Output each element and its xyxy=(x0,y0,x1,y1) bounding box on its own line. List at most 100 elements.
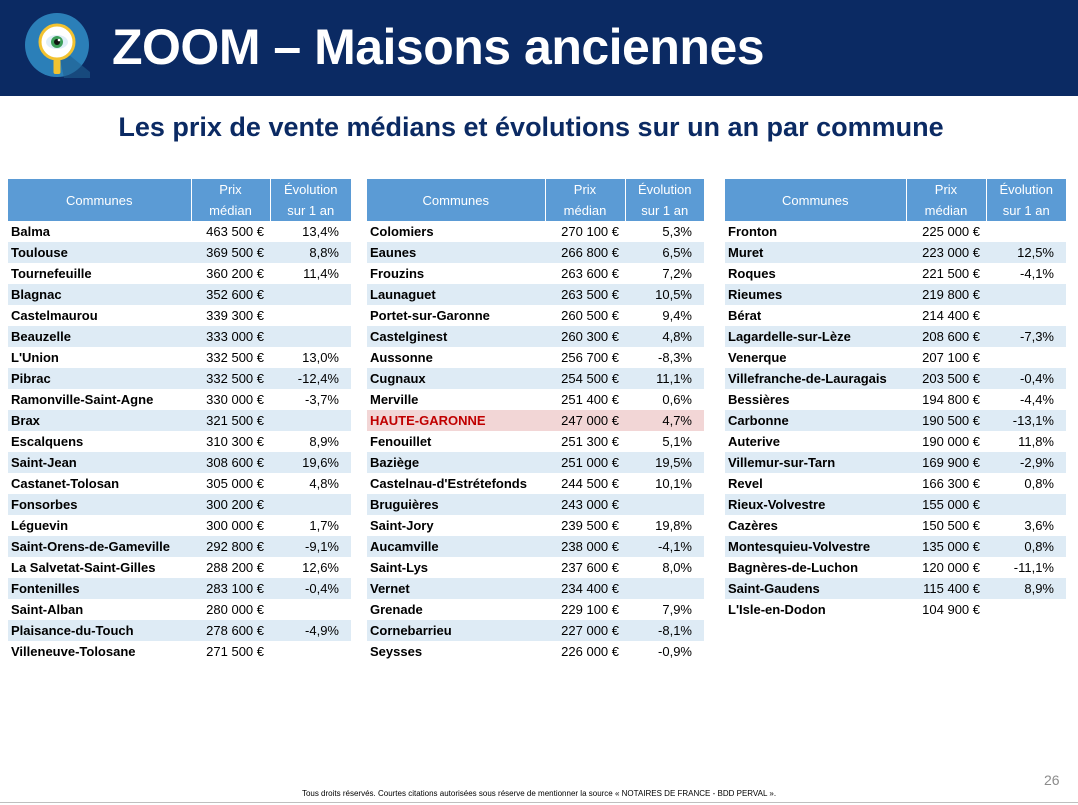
one-year-evolution xyxy=(986,347,1066,368)
one-year-evolution xyxy=(986,599,1066,620)
median-price: 214 400 € xyxy=(906,305,986,326)
commune-name: Balma xyxy=(8,221,191,242)
column-header-communes: Communes xyxy=(367,179,546,221)
median-price: 155 000 € xyxy=(906,494,986,515)
one-year-evolution: 5,3% xyxy=(625,221,704,242)
commune-name: Saint-Orens-de-Gameville xyxy=(8,536,191,557)
median-price: 305 000 € xyxy=(191,473,270,494)
table-row: Colomiers 270 100 €5,3% xyxy=(367,221,704,242)
median-price: 369 500 € xyxy=(191,242,270,263)
table-header-row: Communes Prix médian Évolution sur 1 an xyxy=(8,179,351,221)
column-header-price: Prix médian xyxy=(545,179,626,221)
median-price: 300 000 € xyxy=(191,515,270,536)
commune-name: Villeneuve-Tolosane xyxy=(8,641,191,662)
table-row: Aucamville 238 000 € -4,1% xyxy=(367,536,704,557)
commune-name: Pibrac xyxy=(8,368,191,389)
commune-name: Saint-Gaudens xyxy=(725,578,906,599)
price-table-3: Communes Prix médian Évolution sur 1 an Fr… xyxy=(725,179,1066,620)
one-year-evolution xyxy=(625,578,704,599)
median-price: 310 300 € xyxy=(191,431,270,452)
commune-name: Bessières xyxy=(725,389,906,410)
table-row: Saint-Gaudens 115 400 €8,9% xyxy=(725,578,1066,599)
table-row: Frouzins 263 600 €7,2% xyxy=(367,263,704,284)
table-row: Portet-sur-Garonne 260 500 €9,4% xyxy=(367,305,704,326)
median-price: 352 600 € xyxy=(191,284,270,305)
footer-divider xyxy=(0,802,1078,803)
commune-name: Frouzins xyxy=(367,263,545,284)
commune-name: Plaisance-du-Touch xyxy=(8,620,191,641)
header-band: ZOOM – Maisons anciennes xyxy=(0,0,1078,96)
table-row: Castanet-Tolosan 305 000 €4,8% xyxy=(8,473,351,494)
table-row: Bruguières 243 000 € xyxy=(367,494,704,515)
one-year-evolution: -12,4% xyxy=(270,368,351,389)
median-price: 251 400 € xyxy=(545,389,625,410)
one-year-evolution: 10,5% xyxy=(625,284,704,305)
table-row: Saint-Alban 280 000 € xyxy=(8,599,351,620)
median-price: 135 000 € xyxy=(906,536,986,557)
one-year-evolution: 0,8% xyxy=(986,473,1066,494)
table-row: Venerque 207 100 € xyxy=(725,347,1066,368)
table-row: Cugnaux 254 500 €11,1% xyxy=(367,368,704,389)
commune-name: La Salvetat-Saint-Gilles xyxy=(8,557,191,578)
commune-name: Revel xyxy=(725,473,906,494)
table-header-row: Communes Prix médian Évolution sur 1 an xyxy=(725,179,1066,221)
one-year-evolution: 5,1% xyxy=(625,431,704,452)
commune-name: Castanet-Tolosan xyxy=(8,473,191,494)
one-year-evolution: -9,1% xyxy=(270,536,351,557)
one-year-evolution: -11,1% xyxy=(986,557,1066,578)
median-price: 271 500 € xyxy=(191,641,270,662)
commune-name: Roques xyxy=(725,263,906,284)
median-price: 360 200 € xyxy=(191,263,270,284)
one-year-evolution: -3,7% xyxy=(270,389,351,410)
one-year-evolution xyxy=(270,494,351,515)
median-price: 260 500 € xyxy=(545,305,625,326)
table-row: Rieumes 219 800 € xyxy=(725,284,1066,305)
one-year-evolution xyxy=(986,494,1066,515)
table-row: Pibrac 332 500 € -12,4% xyxy=(8,368,351,389)
one-year-evolution: 1,7% xyxy=(270,515,351,536)
table-row: Fronton 225 000 € xyxy=(725,221,1066,242)
median-price: 221 500 € xyxy=(906,263,986,284)
commune-name: Saint-Alban xyxy=(8,599,191,620)
commune-name: Saint-Jean xyxy=(8,452,191,473)
table-row: Muret 223 000 €12,5% xyxy=(725,242,1066,263)
median-price: 104 900 € xyxy=(906,599,986,620)
median-price: 332 500 € xyxy=(191,347,270,368)
table-row: Roques 221 500 € -4,1% xyxy=(725,263,1066,284)
commune-name: Blagnac xyxy=(8,284,191,305)
commune-name: Vernet xyxy=(367,578,545,599)
commune-name: Eaunes xyxy=(367,242,545,263)
median-price: 150 500 € xyxy=(906,515,986,536)
commune-name: Muret xyxy=(725,242,906,263)
one-year-evolution: -8,1% xyxy=(625,620,704,641)
table-row: Tournefeuille 360 200 €11,4% xyxy=(8,263,351,284)
median-price: 223 000 € xyxy=(906,242,986,263)
table-row: Saint-Lys 237 600 €8,0% xyxy=(367,557,704,578)
one-year-evolution: 11,4% xyxy=(270,263,351,284)
table-row: Grenade 229 100 €7,9% xyxy=(367,599,704,620)
median-price: 115 400 € xyxy=(906,578,986,599)
table-header-row: Communes Prix médian Évolution sur 1 an xyxy=(367,179,704,221)
one-year-evolution: -0,4% xyxy=(270,578,351,599)
commune-name: Aucamville xyxy=(367,536,545,557)
commune-name: Grenade xyxy=(367,599,545,620)
commune-name: Bagnères-de-Luchon xyxy=(725,557,906,578)
table-row: L'Isle-en-Dodon 104 900 € xyxy=(725,599,1066,620)
table-row: Brax 321 500 € xyxy=(8,410,351,431)
median-price: 283 100 € xyxy=(191,578,270,599)
commune-name: Villefranche-de-Lauragais xyxy=(725,368,906,389)
median-price: 321 500 € xyxy=(191,410,270,431)
median-price: 256 700 € xyxy=(545,347,625,368)
one-year-evolution: 19,8% xyxy=(625,515,704,536)
table-row: Revel 166 300 €0,8% xyxy=(725,473,1066,494)
commune-name: Escalquens xyxy=(8,431,191,452)
table-row: Vernet 234 400 € xyxy=(367,578,704,599)
median-price: 247 000 € xyxy=(545,410,625,431)
median-price: 190 000 € xyxy=(906,431,986,452)
one-year-evolution: -4,1% xyxy=(986,263,1066,284)
table-row: Cornebarrieu 227 000 € -8,1% xyxy=(367,620,704,641)
median-price: 234 400 € xyxy=(545,578,625,599)
table-row: Cazères 150 500 €3,6% xyxy=(725,515,1066,536)
one-year-evolution: 3,6% xyxy=(986,515,1066,536)
commune-name: Cazères xyxy=(725,515,906,536)
